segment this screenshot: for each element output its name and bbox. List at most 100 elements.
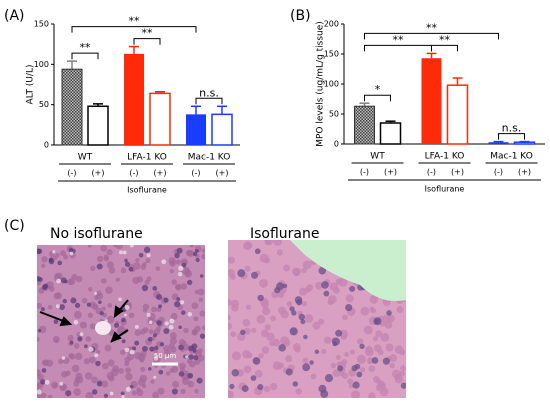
nucleus: [256, 314, 266, 324]
nucleus: [264, 324, 271, 331]
nucleus: [335, 278, 342, 285]
nucleus: [138, 353, 144, 358]
nucleus: [142, 303, 150, 311]
nucleus: [157, 387, 165, 395]
nucleus: [189, 245, 195, 248]
nucleus: [161, 259, 167, 265]
nucleus: [135, 258, 140, 263]
nucleus: [292, 343, 301, 352]
nucleus: [250, 271, 259, 279]
y-tick-label: 150: [34, 20, 49, 29]
nucleus: [341, 372, 349, 380]
nucleus: [187, 279, 193, 286]
nucleus: [269, 340, 275, 347]
nucleus: [323, 336, 332, 344]
nucleus: [327, 299, 334, 305]
nucleus: [136, 276, 144, 283]
nucleus: [152, 285, 158, 291]
x-group-label: WT: [370, 152, 385, 162]
nucleus: [193, 355, 199, 361]
nucleus: [342, 314, 348, 321]
nucleus: [385, 343, 394, 352]
nucleus: [356, 354, 366, 364]
nucleus: [159, 342, 165, 347]
nucleus: [75, 376, 84, 384]
nucleus: [341, 359, 348, 365]
nucleus: [171, 279, 177, 285]
nucleus: [153, 375, 157, 379]
nucleus: [280, 310, 289, 319]
nucleus: [363, 325, 373, 335]
significance-bracket: [364, 44, 432, 52]
nucleus: [332, 341, 338, 347]
nucleus: [180, 300, 185, 305]
nucleus: [191, 343, 198, 350]
nucleus: [178, 371, 185, 377]
nucleus: [272, 361, 282, 371]
nucleus: [318, 318, 325, 325]
nucleus: [89, 323, 97, 330]
nucleus: [286, 301, 293, 307]
nucleus: [261, 346, 270, 354]
nucleus: [124, 347, 130, 353]
arrows: [39, 299, 129, 343]
nucleus: [142, 261, 147, 267]
nucleus: [191, 302, 199, 310]
nucleus: [37, 248, 43, 254]
nucleus: [98, 300, 102, 304]
x-sub-label: (-): [360, 168, 369, 177]
nucleus: [310, 373, 317, 380]
nucleus: [302, 357, 309, 364]
nucleus: [94, 291, 97, 295]
annotations: 50 μm: [39, 240, 406, 366]
nucleus: [108, 375, 115, 382]
nucleus: [109, 391, 114, 396]
nucleus: [399, 349, 406, 356]
nucleus: [129, 384, 134, 389]
nucleus: [84, 344, 88, 349]
nucleus: [389, 362, 395, 369]
nucleus: [151, 306, 158, 313]
nucleus: [121, 317, 126, 323]
nucleus: [272, 338, 280, 347]
nucleus: [195, 257, 200, 263]
nucleus: [254, 369, 263, 378]
nucleus: [375, 330, 383, 338]
nucleus: [174, 283, 182, 291]
bar: [61, 68, 83, 146]
bar: [488, 142, 509, 144]
nucleus: [321, 348, 327, 355]
nucleus: [125, 386, 131, 392]
nucleus: [245, 304, 252, 310]
nucleus: [321, 281, 329, 289]
nucleus: [266, 332, 275, 341]
nucleus: [156, 294, 163, 301]
nucleus: [148, 367, 152, 371]
nucleus: [158, 369, 164, 375]
nucleus: [285, 355, 293, 363]
nucleus: [301, 300, 308, 307]
nucleus: [52, 250, 56, 254]
nucleus: [228, 256, 235, 264]
micrograph: [37, 245, 205, 398]
y-tick-label: 200: [324, 20, 339, 29]
nucleus: [263, 385, 271, 393]
nucleus: [55, 252, 60, 258]
nucleus: [101, 380, 109, 388]
nucleus: [323, 290, 330, 297]
nucleus: [141, 345, 148, 352]
significance-label: **: [80, 41, 92, 54]
nucleus: [120, 267, 127, 274]
nucleus: [118, 325, 125, 332]
nucleus: [65, 390, 72, 397]
nucleus: [244, 265, 251, 272]
x-axis-label: Isoflurane: [127, 186, 167, 195]
x-sub-label: (-): [191, 169, 200, 178]
nucleus: [139, 358, 145, 363]
nucleus: [95, 360, 101, 367]
x-sub-label: (+): [451, 168, 464, 177]
nucleus: [85, 336, 92, 342]
x-sub-label: (-): [494, 168, 503, 177]
vessel: [95, 321, 111, 335]
nucleus: [73, 310, 82, 319]
